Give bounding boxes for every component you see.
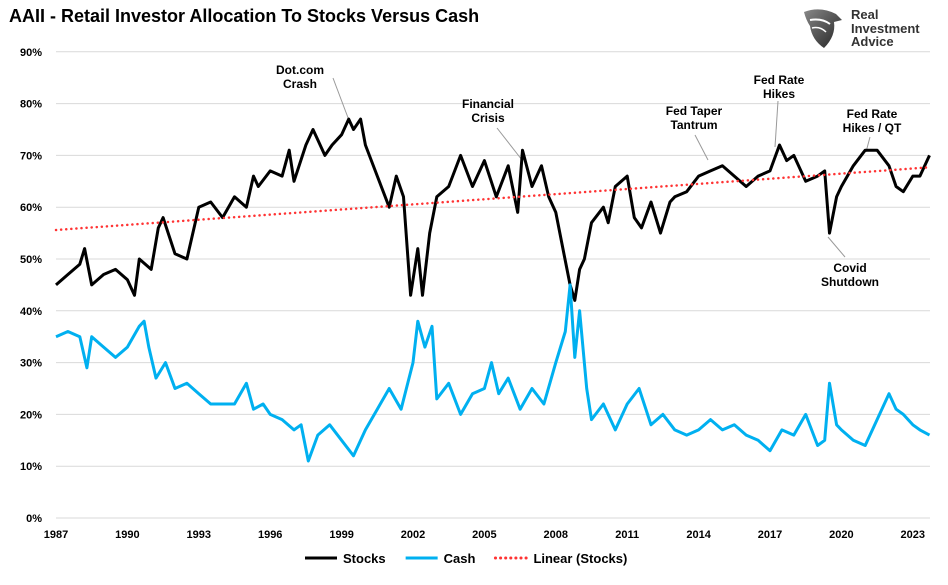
annotation-label: Hikes (763, 87, 795, 101)
x-tick-label: 2008 (544, 529, 568, 541)
y-tick-label: 40% (20, 306, 42, 318)
annotation-label: Hikes / QT (843, 121, 902, 135)
annotation-label: Crisis (471, 111, 505, 125)
x-tick-label: 1996 (258, 529, 282, 541)
series-stocks (55, 117, 931, 302)
x-tick-label: 2002 (401, 529, 425, 541)
x-tick-label: 1987 (44, 529, 68, 541)
annotation-label: Tantrum (670, 118, 717, 132)
series-cash (55, 283, 931, 463)
x-tick-label: 2014 (686, 529, 711, 541)
eagle-shield-icon (804, 9, 842, 48)
y-tick-label: 0% (26, 513, 42, 525)
y-tick-label: 80% (20, 99, 42, 111)
y-tick-label: 50% (20, 254, 42, 266)
x-tick-label: 1993 (187, 529, 211, 541)
y-tick-label: 90% (20, 47, 42, 59)
annotation-leader-line (496, 127, 523, 161)
annotation-leader-line (332, 77, 351, 124)
annotation-label: Fed Taper (666, 104, 723, 118)
y-tick-label: 60% (20, 202, 42, 214)
x-tick-label: 2017 (758, 529, 782, 541)
y-tick-label: 30% (20, 358, 42, 370)
annotation-leader-line (827, 236, 846, 258)
annotation-leader-line (774, 100, 779, 148)
x-tick-label: 1999 (329, 529, 353, 541)
legend-label: Stocks (343, 551, 386, 566)
y-tick-label: 20% (20, 409, 42, 421)
annotation-label: Dot.com (276, 63, 324, 77)
annotation-leader-line (694, 134, 709, 161)
y-tick-label: 70% (20, 150, 42, 162)
logo: Real Investment Advice (800, 6, 940, 52)
legend-label: Linear (Stocks) (533, 551, 627, 566)
y-tick-label: 10% (20, 461, 42, 473)
x-tick-label: 2011 (615, 529, 639, 541)
x-tick-label: 2005 (472, 529, 496, 541)
annotation-label: Covid (833, 261, 866, 275)
annotation-label: Financial (462, 97, 514, 111)
legend-label: Cash (444, 551, 476, 566)
x-tick-label: 2020 (829, 529, 853, 541)
annotation-label: Fed Rate (754, 73, 805, 87)
chart-title: AAII - Retail Investor Allocation To Sto… (9, 6, 480, 26)
x-tick-label: 1990 (115, 529, 139, 541)
series-linear-stocks (54, 166, 931, 232)
annotation-label: Fed Rate (847, 107, 898, 121)
annotation-label: Crash (283, 77, 317, 91)
annotation-label: Shutdown (821, 275, 879, 289)
logo-text: Real Investment Advice (851, 7, 920, 49)
x-tick-label: 2023 (901, 529, 925, 541)
